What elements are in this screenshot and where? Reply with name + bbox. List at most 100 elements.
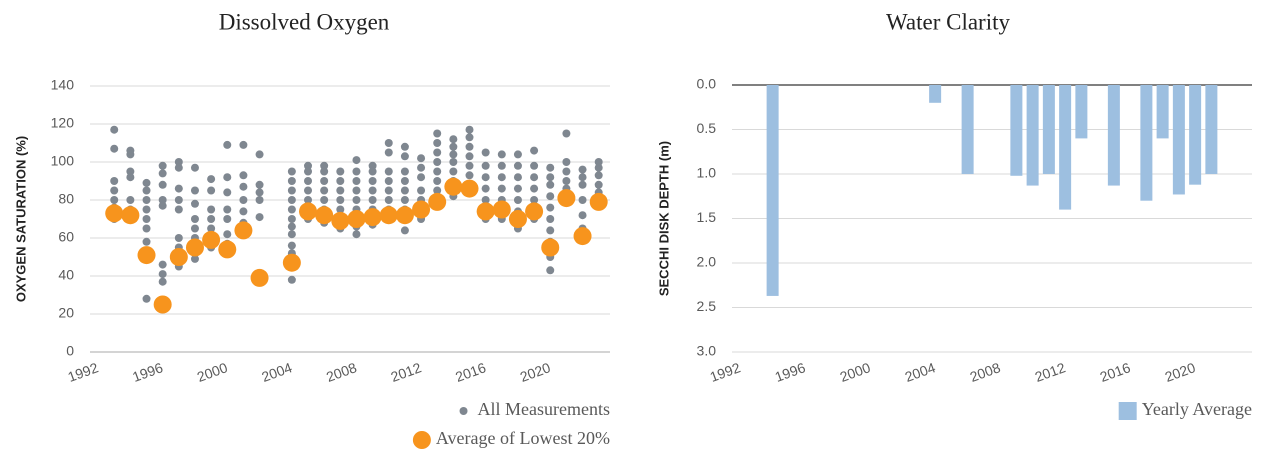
average-point	[153, 295, 172, 314]
measurement-point	[578, 180, 587, 189]
measurement-point	[513, 173, 522, 182]
measurement-point	[546, 192, 555, 201]
measurement-point	[207, 205, 216, 214]
measurement-point	[433, 167, 442, 176]
measurement-point	[158, 277, 167, 286]
measurement-point	[320, 186, 329, 195]
measurement-point	[594, 180, 603, 189]
measurement-point	[481, 161, 490, 170]
measurement-point	[352, 186, 361, 195]
measurement-point	[239, 182, 248, 191]
measurement-point	[417, 186, 426, 195]
measurement-point	[465, 152, 474, 161]
measurement-point	[304, 167, 313, 176]
measurement-point	[384, 139, 393, 147]
measurement-point	[433, 148, 442, 157]
y-axis-label: OXYGEN SATURATION (%)	[13, 136, 28, 302]
measurement-point	[207, 224, 216, 233]
measurement-point	[126, 150, 135, 159]
y-tick-label: 0.0	[697, 76, 717, 92]
measurement-point	[255, 196, 264, 204]
measurement-point	[400, 196, 409, 204]
measurement-point	[562, 177, 571, 185]
measurement-point	[594, 163, 603, 172]
measurement-point	[481, 173, 490, 182]
x-tick-label: 2012	[1033, 359, 1068, 385]
measurement-point	[594, 158, 603, 166]
measurement-point	[384, 177, 393, 185]
average-point	[508, 210, 527, 228]
average-point	[557, 189, 576, 208]
y-tick-label: 100	[51, 153, 75, 169]
measurement-point	[142, 196, 151, 204]
measurement-point	[255, 180, 264, 189]
measurement-point	[110, 177, 119, 185]
measurement-point	[513, 184, 522, 193]
x-tick-label: 2012	[389, 359, 424, 385]
y-tick-label: 120	[51, 115, 75, 131]
measurement-point	[304, 196, 313, 204]
measurement-point	[142, 215, 151, 223]
y-tick-label: 2.5	[697, 298, 717, 314]
bar	[1042, 85, 1055, 174]
bar	[1189, 85, 1202, 185]
y-tick-label: 60	[58, 229, 74, 245]
measurement-point	[352, 177, 361, 185]
average-point	[315, 206, 334, 225]
measurement-point	[400, 152, 409, 161]
measurement-point	[562, 129, 571, 138]
measurement-point	[158, 169, 167, 178]
measurement-point	[449, 167, 458, 176]
measurement-point	[578, 211, 587, 220]
y-tick-label: 40	[58, 267, 74, 283]
average-point	[234, 221, 253, 240]
x-tick-label: 2008	[968, 359, 1003, 385]
average-point	[299, 202, 318, 221]
measurement-point	[368, 196, 377, 204]
average-point	[282, 253, 301, 272]
measurement-point	[578, 196, 587, 204]
x-tick-label: 2008	[324, 359, 359, 385]
measurement-point	[352, 230, 361, 239]
average-point	[169, 248, 188, 266]
measurement-point	[594, 171, 603, 180]
measurement-point	[546, 180, 555, 189]
measurement-point	[255, 150, 264, 159]
average-point	[492, 200, 511, 219]
measurement-point	[562, 158, 571, 166]
y-tick-label: 140	[51, 77, 75, 93]
legend-label: Average of Lowest 20%	[436, 428, 610, 448]
measurement-point	[320, 196, 329, 204]
measurement-point	[142, 237, 151, 246]
measurement-point	[417, 163, 426, 172]
measurement-point	[449, 158, 458, 166]
bar	[1205, 85, 1218, 174]
measurement-point	[449, 150, 458, 159]
measurement-point	[142, 178, 151, 187]
measurement-point	[384, 167, 393, 176]
legend-label: Yearly Average	[1142, 399, 1252, 419]
measurement-point	[368, 177, 377, 185]
measurement-point	[158, 196, 167, 204]
x-tick-label: 1992	[708, 359, 743, 385]
measurement-point	[384, 196, 393, 204]
measurement-point	[417, 173, 426, 182]
y-tick-label: 2.0	[697, 254, 717, 270]
bar	[766, 85, 779, 296]
measurement-point	[513, 150, 522, 159]
measurement-point	[287, 196, 296, 204]
measurement-point	[384, 148, 393, 157]
average-point	[444, 177, 463, 196]
measurement-point	[304, 177, 313, 185]
measurement-point	[190, 254, 199, 263]
measurement-point	[530, 196, 539, 204]
measurement-point	[158, 180, 167, 189]
measurement-point	[481, 148, 490, 157]
measurement-point	[110, 144, 119, 153]
measurement-point	[513, 196, 522, 204]
measurement-point	[287, 205, 296, 214]
measurement-point	[546, 173, 555, 182]
measurement-point	[320, 161, 329, 170]
measurement-point	[239, 207, 248, 216]
measurement-point	[400, 186, 409, 195]
